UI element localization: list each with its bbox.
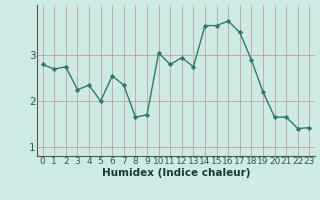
X-axis label: Humidex (Indice chaleur): Humidex (Indice chaleur) [102, 168, 250, 178]
